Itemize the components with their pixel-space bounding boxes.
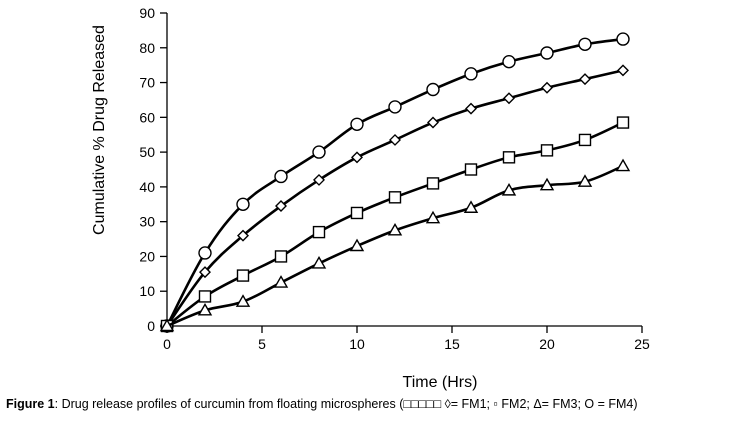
y-axis-title: Cumulative % Drug Released (91, 25, 108, 235)
data-point-triangle (349, 238, 365, 252)
data-point-square (540, 144, 554, 157)
series-line-triangle (166, 164, 624, 328)
data-point-circle (350, 117, 364, 131)
data-point-square (464, 163, 478, 176)
data-point-triangle (577, 174, 593, 187)
data-point-circle (540, 46, 554, 60)
data-point-circle (274, 169, 288, 184)
x-axis-title: Time (Hrs) (403, 374, 478, 391)
series-group (159, 32, 631, 333)
y-tick-label: 60 (139, 109, 155, 125)
data-point-diamond (199, 266, 211, 279)
data-point-triangle (311, 255, 327, 269)
data-point-triangle (539, 177, 555, 191)
y-tick-label: 0 (147, 318, 155, 334)
data-point-triangle (197, 302, 213, 316)
data-point-diamond (617, 64, 629, 77)
data-point-square (426, 177, 440, 190)
series-triangle (159, 158, 631, 332)
x-tick-label: 20 (539, 336, 555, 352)
data-point-diamond (579, 73, 591, 86)
series-circle (160, 32, 630, 333)
data-point-circle (236, 197, 250, 211)
data-point-circle (388, 100, 402, 114)
x-tick-label: 10 (349, 336, 365, 352)
data-point-circle (312, 145, 326, 159)
data-point-square (198, 290, 212, 303)
data-point-square (350, 206, 364, 220)
data-point-triangle (463, 200, 479, 213)
data-point-circle (578, 37, 592, 51)
series-square (160, 116, 630, 333)
data-point-triangle (235, 294, 251, 307)
x-tick-label: 25 (634, 336, 650, 352)
release-profile-chart: 0 10 20 30 40 50 60 70 80 90 0 5 10 15 20 25 Cumulative… (91, 5, 650, 391)
figure-caption: Figure 1: Drug release profiles of curcu… (6, 396, 728, 412)
data-point-triangle (273, 275, 289, 288)
data-point-diamond (465, 102, 477, 115)
y-tick-label: 30 (139, 214, 155, 230)
data-point-circle (502, 54, 516, 69)
data-point-diamond (351, 151, 363, 164)
data-point-diamond (237, 229, 249, 242)
data-point-diamond (503, 92, 515, 105)
data-point-circle (426, 82, 440, 97)
x-tick-label: 0 (163, 336, 171, 352)
y-tick-label: 20 (139, 248, 155, 264)
data-point-square (274, 250, 288, 263)
axes: 0 10 20 30 40 50 60 70 80 90 0 5 10 15 20 25 (139, 5, 650, 352)
data-point-square (312, 225, 326, 239)
data-point-square (578, 133, 592, 147)
data-point-diamond (541, 81, 553, 94)
caption-text: : Drug release profiles of curcumin from… (54, 397, 638, 411)
y-tick-label: 90 (139, 5, 155, 21)
caption-label: Figure 1 (6, 397, 55, 411)
data-point-diamond (427, 116, 439, 129)
data-point-square (502, 151, 516, 164)
data-point-circle (464, 67, 478, 81)
data-point-circle (616, 32, 630, 46)
data-point-triangle (615, 158, 631, 172)
data-point-triangle (159, 318, 175, 332)
data-point-diamond (313, 173, 325, 186)
y-tick-label: 50 (139, 144, 155, 160)
data-point-square (616, 116, 630, 129)
y-tick-label: 10 (139, 283, 155, 299)
data-point-diamond (275, 200, 287, 213)
data-point-square (388, 191, 402, 204)
series-line-circle (165, 37, 624, 327)
data-point-diamond (389, 133, 401, 146)
data-point-triangle (425, 210, 441, 224)
y-tick-label: 80 (139, 40, 155, 56)
x-tick-label: 15 (444, 336, 460, 352)
data-point-circle (198, 246, 212, 260)
data-point-square (236, 269, 250, 282)
x-tick-label: 5 (258, 336, 266, 352)
y-tick-label: 40 (139, 179, 155, 195)
chart-canvas: 0 10 20 30 40 50 60 70 80 90 0 5 10 15 20 25 Cumulative… (91, 5, 650, 391)
data-point-triangle (387, 222, 403, 236)
y-tick-label: 70 (139, 75, 155, 91)
data-point-triangle (501, 182, 517, 196)
